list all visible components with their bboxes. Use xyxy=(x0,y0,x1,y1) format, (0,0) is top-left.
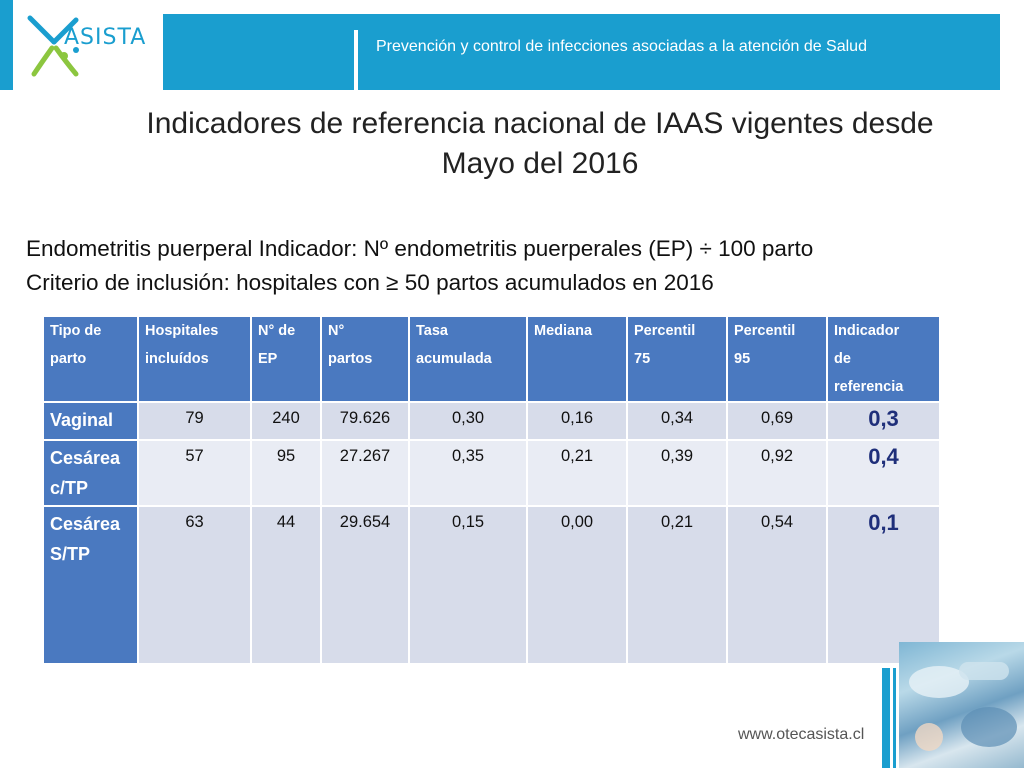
header-tagline: Prevención y control de infecciones asoc… xyxy=(376,38,867,55)
cell-p95: 0,92 xyxy=(726,439,828,507)
logo-mark-icon xyxy=(27,15,79,77)
cell-mediana: 0,00 xyxy=(526,505,628,665)
header-indicador: Indicador de referencia xyxy=(826,315,941,403)
cell-tasa: 0,30 xyxy=(408,401,528,441)
row-label: Cesárea c/TP xyxy=(42,439,139,507)
cell-partos: 79.626 xyxy=(320,401,410,441)
cell-hospitales: 63 xyxy=(137,505,252,665)
cell-ep: 44 xyxy=(250,505,322,665)
table-row: Cesárea S/TP 63 44 29.654 0,15 0,00 0,21 … xyxy=(42,505,941,665)
title-line-1: Indicadores de referencia nacional de IA… xyxy=(146,107,934,140)
row-label: Vaginal xyxy=(42,401,139,441)
cell-mediana: 0,21 xyxy=(526,439,628,507)
table-header-row: Tipo de parto Hospitales incluídos N° de EP… xyxy=(42,315,941,403)
table-row: Vaginal 79 240 79.626 0,30 0,16 0,34 0,6… xyxy=(42,401,941,441)
header-hospitales: Hospitales incluídos xyxy=(137,315,252,403)
description: Endometritis puerperal Indicador: Nº end… xyxy=(26,232,813,300)
logo: ASISTA xyxy=(24,12,154,86)
cell-ep: 240 xyxy=(250,401,322,441)
row-label: Cesárea S/TP xyxy=(42,505,139,665)
footer-accent-bar-thin xyxy=(893,668,896,768)
cell-indicador: 0,3 xyxy=(826,401,941,441)
cell-p75: 0,21 xyxy=(626,505,728,665)
cell-hospitales: 79 xyxy=(137,401,252,441)
medical-team-image-icon xyxy=(909,662,1017,751)
header-tipo-parto: Tipo de parto xyxy=(42,315,139,403)
cell-partos: 27.267 xyxy=(320,439,410,507)
cell-hospitales: 57 xyxy=(137,439,252,507)
title-line-2: Mayo del 2016 xyxy=(441,147,639,180)
header-mediana: Mediana xyxy=(526,315,628,403)
header-divider xyxy=(354,30,358,114)
logo-text: ASISTA xyxy=(64,25,147,50)
indicators-table: Tipo de parto Hospitales incluídos N° de EP… xyxy=(42,315,941,665)
description-indicator: Endometritis puerperal Indicador: Nº end… xyxy=(26,236,814,261)
medical-photo xyxy=(899,642,1024,768)
header-p75: Percentil 75 xyxy=(626,315,728,403)
cell-ep: 95 xyxy=(250,439,322,507)
cell-tasa: 0,15 xyxy=(408,505,528,665)
header-p95: Percentil 95 xyxy=(726,315,828,403)
table-row: Cesárea c/TP 57 95 27.267 0,35 0,21 0,39 … xyxy=(42,439,941,507)
header-n-ep: N° de EP xyxy=(250,315,322,403)
cell-p75: 0,39 xyxy=(626,439,728,507)
header-tasa: Tasa acumulada xyxy=(408,315,528,403)
left-accent-bar xyxy=(0,0,13,90)
footer-url[interactable]: www.otecasista.cl xyxy=(738,726,865,743)
cell-mediana: 0,16 xyxy=(526,401,628,441)
page-title: Indicadores de referencia nacional de IA… xyxy=(70,104,1010,184)
cell-indicador: 0,4 xyxy=(826,439,941,507)
cell-partos: 29.654 xyxy=(320,505,410,665)
description-criterion: Criterio de inclusión: hospitales con ≥ … xyxy=(26,270,714,295)
cell-p95: 0,54 xyxy=(726,505,828,665)
cell-tasa: 0,35 xyxy=(408,439,528,507)
footer-accent-bar xyxy=(882,668,890,768)
cell-indicador: 0,1 xyxy=(826,505,941,665)
cell-p95: 0,69 xyxy=(726,401,828,441)
header-band xyxy=(163,14,1000,90)
cell-p75: 0,34 xyxy=(626,401,728,441)
header-n-partos: N° partos xyxy=(320,315,410,403)
